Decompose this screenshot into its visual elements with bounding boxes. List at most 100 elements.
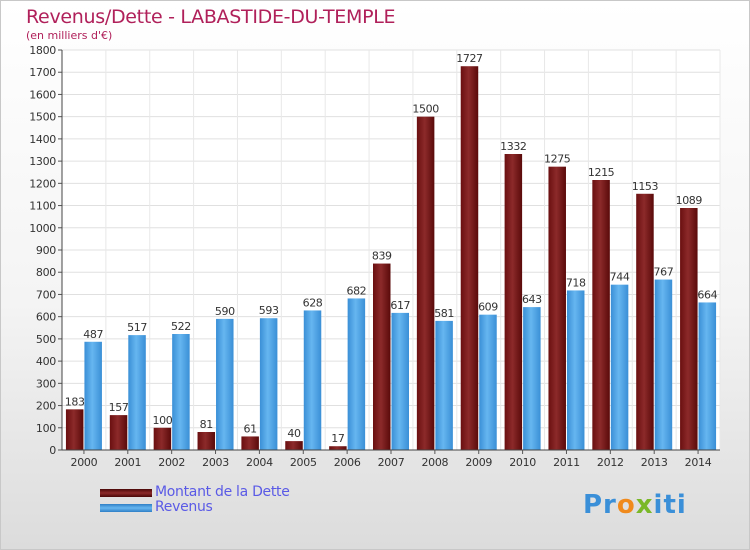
data-label-revenus: 609 [478, 301, 498, 314]
legend-label-dette: Montant de la Dette [155, 484, 290, 500]
bar-revenus-2001 [128, 335, 146, 450]
x-tick-label: 2013 [641, 456, 668, 469]
y-tick-label: 800 [36, 266, 56, 279]
data-label-dette: 1153 [632, 180, 659, 193]
chart-subtitle: (en milliers d'€) [26, 29, 113, 42]
data-label-revenus: 744 [610, 271, 630, 284]
bar-dette-2004 [241, 436, 259, 450]
y-tick-label: 1500 [29, 111, 56, 124]
bar-dette-2014 [680, 208, 698, 450]
data-label-dette: 1215 [588, 166, 615, 179]
bar-revenus-2008 [435, 320, 453, 450]
bar-dette-2003 [197, 432, 216, 450]
bar-revenus-2002 [172, 334, 190, 450]
data-label-revenus: 522 [171, 320, 191, 333]
y-tick-label: 1300 [29, 155, 56, 168]
bar-revenus-2013 [654, 279, 673, 450]
x-tick-label: 2006 [334, 456, 361, 469]
data-label-revenus: 593 [259, 304, 279, 317]
data-label-dette: 17 [331, 432, 345, 445]
data-label-dette: 100 [153, 414, 173, 427]
x-tick-label: 2010 [509, 456, 536, 469]
bar-dette-2001 [109, 415, 128, 450]
x-tick-label: 2009 [465, 456, 492, 469]
y-tick-label: 700 [36, 288, 56, 301]
bar-dette-2006 [329, 446, 347, 450]
bar-dette-2000 [65, 409, 84, 450]
data-label-revenus: 664 [697, 288, 717, 301]
y-tick-label: 100 [36, 422, 56, 435]
data-label-revenus: 517 [127, 321, 147, 334]
x-tick-label: 2005 [290, 456, 317, 469]
y-tick-label: 900 [36, 244, 56, 257]
y-tick-label: 1200 [29, 177, 56, 190]
y-tick-label: 1000 [29, 222, 56, 235]
data-label-dette: 1089 [676, 194, 703, 207]
chart-title: Revenus/Dette - LABASTIDE-DU-TEMPLE [26, 6, 396, 28]
legend-label-revenus: Revenus [155, 499, 213, 515]
data-label-revenus: 487 [83, 328, 103, 341]
data-label-revenus: 590 [215, 305, 235, 318]
proxiti-logo: Proxiti [583, 490, 687, 520]
legend-swatch-dette [100, 489, 152, 497]
data-label-dette: 839 [372, 250, 392, 263]
y-tick-label: 1800 [29, 44, 56, 57]
x-tick-label: 2003 [202, 456, 229, 469]
legend-swatch-revenus [100, 504, 152, 512]
data-label-dette: 61 [244, 422, 257, 435]
bar-revenus-2010 [523, 307, 541, 450]
x-tick-label: 2014 [685, 456, 712, 469]
data-label-dette: 40 [287, 427, 301, 440]
x-tick-label: 2004 [246, 456, 273, 469]
data-label-revenus: 581 [434, 307, 454, 320]
x-tick-label: 2008 [421, 456, 448, 469]
y-tick-label: 200 [36, 400, 56, 413]
y-tick-label: 1700 [29, 66, 56, 79]
y-tick-label: 600 [36, 311, 56, 324]
data-label-dette: 1500 [412, 103, 439, 116]
bar-revenus-2012 [610, 284, 629, 450]
y-tick-label: 1400 [29, 133, 56, 146]
bar-revenus-2005 [303, 310, 322, 450]
y-tick-label: 1100 [29, 200, 56, 213]
bar-dette-2007 [373, 263, 391, 450]
bar-revenus-2003 [216, 318, 234, 450]
y-tick-label: 400 [36, 355, 56, 368]
bar-dette-2012 [592, 180, 610, 450]
data-label-dette: 1332 [500, 140, 526, 153]
data-label-revenus: 718 [566, 276, 586, 289]
bar-dette-2008 [416, 116, 435, 451]
data-label-revenus: 767 [654, 266, 674, 279]
bar-dette-2009 [460, 66, 479, 450]
y-tick-label: 1600 [29, 88, 56, 101]
bar-revenus-2000 [84, 341, 102, 450]
bar-revenus-2006 [347, 298, 366, 450]
bar-dette-2005 [285, 441, 303, 450]
bar-revenus-2009 [479, 314, 497, 450]
x-tick-label: 2012 [597, 456, 624, 469]
data-label-revenus: 682 [346, 284, 366, 297]
x-tick-label: 2000 [71, 456, 98, 469]
data-label-revenus: 617 [390, 299, 410, 312]
bar-dette-2013 [636, 193, 654, 450]
x-tick-label: 2001 [114, 456, 141, 469]
bar-revenus-2004 [259, 318, 278, 450]
bar-revenus-2011 [566, 290, 585, 450]
data-label-dette: 157 [109, 401, 129, 414]
x-tick-label: 2002 [158, 456, 185, 469]
bar-revenus-2007 [391, 312, 409, 450]
bar-revenus-2014 [698, 302, 717, 450]
x-tick-label: 2007 [378, 456, 405, 469]
y-tick-label: 0 [49, 444, 56, 457]
data-label-revenus: 628 [303, 296, 323, 309]
x-tick-label: 2011 [553, 456, 580, 469]
data-label-dette: 81 [200, 418, 213, 431]
bar-dette-2011 [548, 166, 566, 450]
data-label-revenus: 643 [522, 293, 542, 306]
bar-dette-2010 [504, 154, 523, 450]
data-label-dette: 1275 [544, 153, 571, 166]
y-tick-label: 300 [36, 377, 56, 390]
data-label-dette: 1727 [456, 52, 483, 65]
data-label-dette: 183 [65, 395, 85, 408]
